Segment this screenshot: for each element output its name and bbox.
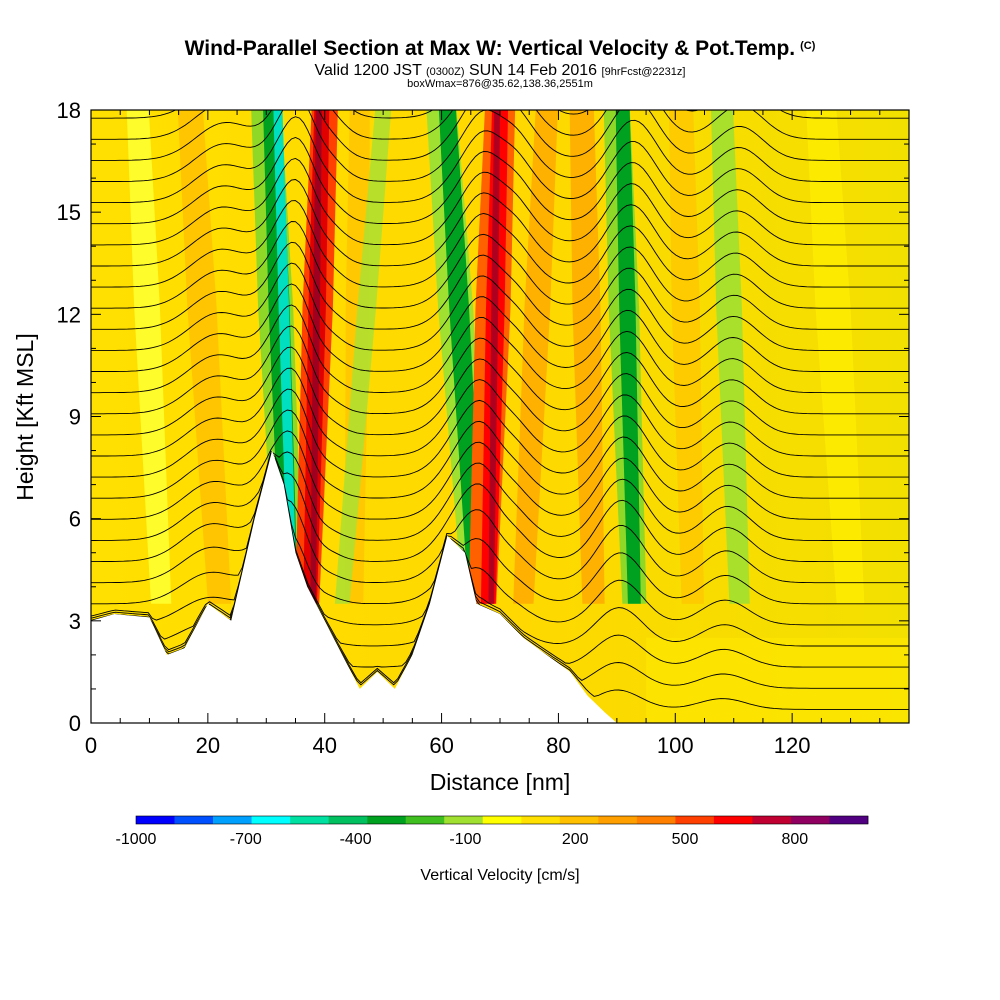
colorbar-label: 500 [672,831,699,848]
y-tick-label: 9 [69,405,81,430]
x-tick-label: 0 [85,733,97,758]
colorbar-swatch [790,816,830,824]
theta-line [91,367,909,457]
colorbar-swatch [636,816,676,824]
theta-line [91,137,909,225]
theta-line [91,283,909,372]
colorbar-swatch [829,816,869,824]
x-tick-label: 40 [312,733,336,758]
colorbar-label: -700 [230,831,262,848]
x-tick-label: 60 [429,733,453,758]
theta-line [91,304,909,394]
theta-line [91,116,909,204]
colorbar-swatch [213,816,252,824]
theta-line [91,241,909,330]
theta-line [91,110,909,140]
colorbar-swatch [136,816,175,824]
colorbar-swatch [713,816,753,824]
copyright-mark: (C) [800,40,816,52]
theta-line [91,409,909,499]
theta-line [91,262,909,351]
colorbar-swatch [251,816,291,824]
band-weak-1 [126,110,172,604]
x-tick-label: 80 [546,733,570,758]
band-weak-2 [806,110,865,604]
plot-area [91,13,909,723]
theta-line [91,388,909,478]
colorbar-label: -100 [449,831,481,848]
theta-line [91,457,909,605]
theta-line [91,460,909,626]
band-up-6 [669,110,704,604]
y-tick-label: 15 [57,200,81,225]
theta-line [91,455,909,584]
band-low-level [646,637,909,723]
colorbar-swatch [598,816,638,824]
colorbar-swatch [752,816,792,824]
band-up-3-core [488,110,501,604]
y-tick-label: 0 [69,711,81,736]
band-up-0 [177,110,232,604]
chart-title: Wind-Parallel Section at Max W: Vertical… [184,37,816,60]
theta-line [91,179,909,267]
band-down-1-core [273,110,297,604]
y-tick-label: 6 [69,507,81,532]
theta-line [91,450,909,541]
theta-line [91,463,909,647]
theta-line [91,110,909,182]
y-axis-title: Height [Kft MSL] [12,333,38,500]
theta-line [91,452,909,563]
valid-time-line: Valid 1200 JST (0300Z) SUN 14 Feb 2016 [… [314,62,686,79]
band-down-5 [711,110,750,604]
colorbar-title: Vertical Velocity [cm/s] [420,867,579,884]
theta-contours [91,13,909,710]
theta-line [91,158,909,246]
colorbar-swatch [405,816,445,824]
theta-line [91,221,909,309]
theta-line [91,325,909,415]
band-up-5 [569,110,605,604]
band-down-4 [615,110,641,604]
y-tick-label: 3 [69,609,81,634]
box-wmax-line: boxWmax=876@35.62,138.36,2551m [407,78,593,90]
theta-line [91,13,909,98]
x-tick-label: 100 [657,733,694,758]
band-up-4 [513,110,558,604]
x-tick-label: 120 [774,733,811,758]
axis-ticks: 0 20 40 60 80 100 120 0 3 6 9 12 15 18 [57,98,909,758]
theta-line [91,430,909,520]
colorbar-swatch [482,816,522,824]
colorbar-swatch [174,816,214,824]
theta-line [91,110,909,119]
x-axis-title: Distance [nm] [430,769,571,795]
band-down-2 [334,110,392,604]
theta-line [91,466,909,668]
colorbar-swatch [444,816,483,824]
colorbar-label: -1000 [116,831,157,848]
terrain [91,450,617,723]
y-tick-label: 18 [57,98,81,123]
y-tick-label: 12 [57,302,81,327]
theta-line [91,346,909,436]
colorbar-swatch [328,816,368,824]
colorbar: -1000 -700 -400 -100 200 500 800 [116,815,869,848]
colorbar-swatch [290,816,329,824]
theta-line [91,110,909,161]
colorbar-label: 200 [562,831,589,848]
colorbar-frame [135,815,869,825]
colorbar-swatch [521,816,561,824]
theta-line [91,200,909,288]
colorbar-swatch [675,816,715,824]
x-tick-label: 20 [196,733,220,758]
colorbar-label: -400 [340,831,372,848]
colorbar-label: 800 [781,831,808,848]
colorbar-swatch [559,816,599,824]
colorbar-swatch [367,816,406,824]
